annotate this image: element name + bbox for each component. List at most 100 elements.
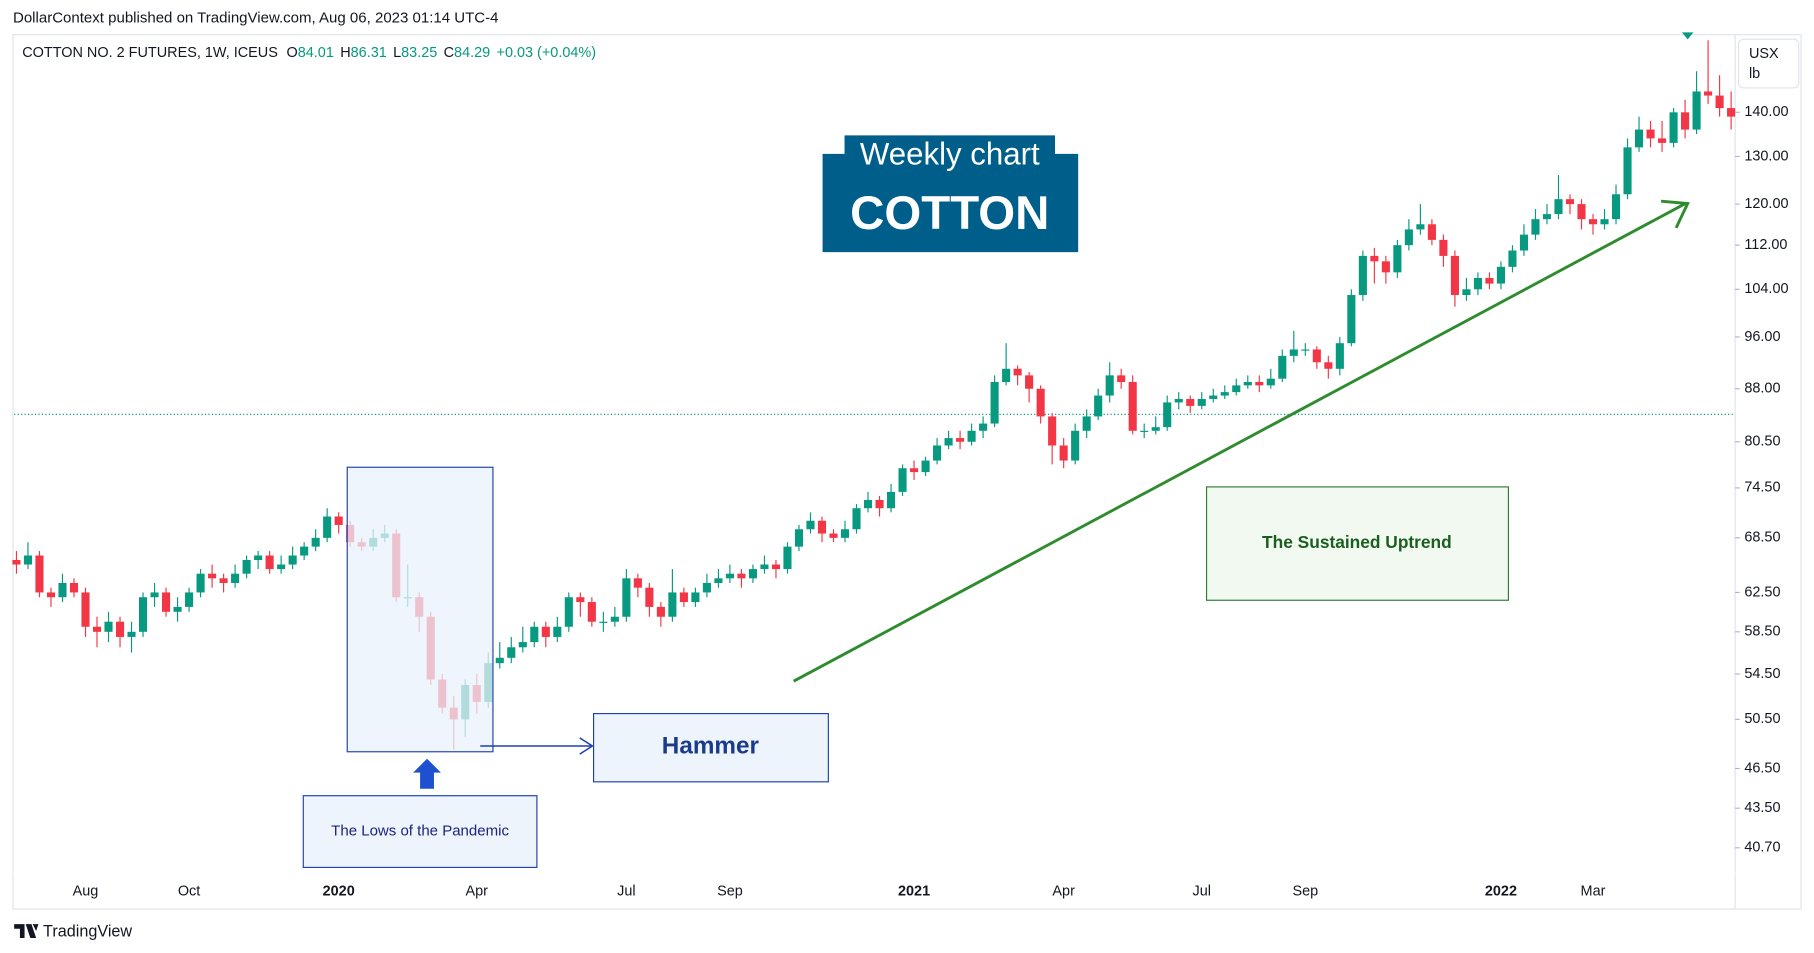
candle-body [599, 621, 608, 623]
candle-body [553, 626, 562, 637]
candle-body [115, 621, 125, 637]
lows-label: The Lows of the Pandemic [331, 823, 509, 840]
uptrend-label: The Sustained Uptrend [1262, 532, 1452, 552]
unit-box [1737, 38, 1800, 89]
candle-body [1082, 416, 1091, 431]
candle-body [910, 468, 919, 473]
candle-body [1312, 349, 1321, 363]
candle-body [737, 573, 746, 579]
candle-body [794, 529, 804, 547]
brand: TradingView [14, 922, 132, 940]
candle-body [1704, 91, 1713, 96]
candle-body [1381, 261, 1390, 273]
candle-body [656, 606, 665, 617]
candle-body [1658, 138, 1667, 143]
candle-body [956, 438, 965, 442]
candle-body [541, 626, 550, 637]
up-arrow [413, 758, 441, 789]
x-tick-label: Apr [1052, 884, 1075, 900]
candle-body [507, 647, 516, 658]
candle-body [1404, 229, 1413, 246]
x-tick-label: Mar [1581, 884, 1606, 900]
candle-body [104, 621, 113, 632]
candle-body [691, 592, 700, 603]
candle-body [530, 626, 539, 643]
candle-body [1220, 392, 1229, 396]
candle-body [1163, 402, 1172, 428]
candle-body [679, 592, 688, 603]
y-tick-label: 40.70 [1744, 840, 1780, 856]
legend-label: L [393, 45, 401, 61]
y-tick-label: 130.00 [1744, 148, 1788, 164]
candle-body [208, 573, 217, 579]
legend-label: C [444, 45, 454, 61]
candle-body [576, 597, 585, 603]
candle-body [1025, 375, 1034, 389]
candle-body [1347, 295, 1356, 344]
x-tick-label: 2022 [1485, 884, 1517, 900]
candle-body [1071, 430, 1080, 461]
legend-value: 84.29 [454, 45, 490, 61]
unit-currency: USX [1749, 46, 1779, 62]
candle-body [1623, 147, 1632, 195]
candle-body [1289, 349, 1298, 356]
candle-body [1565, 199, 1575, 205]
publisher-line: DollarContext published on TradingView.c… [13, 9, 499, 26]
candle-body [1174, 398, 1183, 403]
candle-body [633, 578, 642, 588]
candle-body [1427, 224, 1436, 240]
unit-measure: lb [1749, 66, 1760, 82]
x-tick-label: 2021 [898, 884, 930, 900]
trend-arrow-head [1660, 199, 1690, 229]
candle-body [587, 602, 596, 622]
chart-frame [12, 34, 1802, 910]
y-tick-label: 74.50 [1744, 480, 1780, 496]
x-tick-label: 2020 [323, 884, 355, 900]
candle-body [1059, 445, 1068, 461]
candle-body [806, 520, 815, 530]
candle-body [1232, 385, 1241, 393]
candle-body [921, 460, 930, 473]
candle-body [196, 573, 205, 593]
candle-body [150, 592, 159, 598]
candle-body [1128, 382, 1137, 431]
y-tick-label: 54.50 [1744, 666, 1780, 682]
candle-body [1013, 368, 1022, 376]
candle-body [702, 582, 711, 593]
legend-value: 86.31 [351, 45, 387, 61]
candle-body [1485, 277, 1494, 284]
candle-body [668, 592, 677, 617]
candle-body [1519, 234, 1529, 251]
title-top: Weekly chart [860, 136, 1040, 171]
candle-body [898, 468, 907, 492]
candle-body [1243, 382, 1252, 386]
legend-label: O [287, 45, 298, 61]
candle-body [1692, 91, 1701, 130]
candle-body [1117, 375, 1126, 383]
x-tick-label: Sep [717, 884, 743, 900]
annotations: The Lows of the Pandemic Hammer The Sust… [302, 32, 1694, 868]
candle-body [173, 606, 182, 612]
x-tick-label: Jul [1193, 884, 1211, 900]
candle-body [783, 546, 792, 570]
pandemic-box [346, 466, 494, 753]
candle-body [1255, 382, 1264, 386]
candle-body [1577, 204, 1586, 220]
x-tick-label: Aug [73, 884, 99, 900]
candle-body [1681, 112, 1690, 130]
candle-body [323, 516, 332, 538]
hammer-arrow-head [579, 737, 594, 755]
candle-body [1048, 416, 1057, 446]
hammer-label: Hammer [662, 733, 760, 760]
candle-body [162, 592, 171, 612]
candle-body [1393, 245, 1402, 273]
candle-body [760, 564, 769, 570]
candle-body [875, 499, 884, 509]
legend-symbol: COTTON NO. 2 FUTURES, 1W, ICEUS [22, 45, 278, 61]
candle-body [1370, 255, 1379, 262]
candle-body [265, 555, 274, 570]
legend-value: 84.01 [298, 45, 334, 61]
y-tick-label: 80.50 [1744, 434, 1780, 450]
candle-body [564, 597, 573, 627]
